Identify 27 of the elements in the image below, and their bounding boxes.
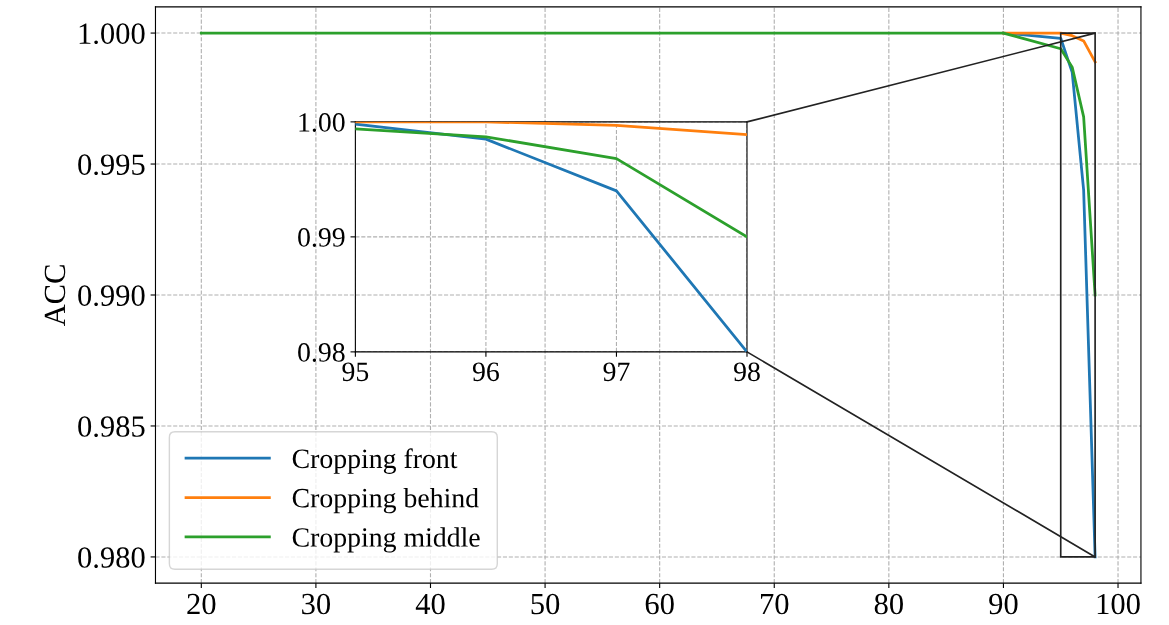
y-tick-label: 0.98 [298,343,345,362]
y-tick-label: 0.990 [78,285,145,307]
y-tick-label: 0.995 [78,154,145,176]
x-tick-label: 30 [302,593,331,615]
legend-label: Cropping behind [292,487,479,514]
x-tick-label: 90 [989,593,1018,615]
y-tick-label: 1.000 [79,23,145,45]
y-tick-label: 1.00 [299,113,345,132]
x-tick-label: 80 [874,593,903,615]
line-series [199,31,1097,297]
line-series [355,127,747,239]
x-tick-label: 20 [187,593,216,615]
y-tick-label: 0.980 [78,547,145,568]
y-tick-label: 0.985 [78,416,145,437]
x-tick-label: 70 [761,593,789,615]
x-tick-label: 100 [1097,593,1140,615]
x-tick-label: 50 [531,593,560,615]
x-tick-label: 40 [415,593,445,615]
x-tick-label: 98 [734,362,760,382]
y-axis-title: ACC [44,265,66,327]
legend-label: Cropping middle [292,527,480,553]
x-tick-label: 60 [645,593,674,615]
x-tick-label: 95 [342,362,369,382]
legend-label: Cropping front [292,448,458,474]
x-tick-label: 97 [603,362,630,382]
y-tick-label: 0.99 [298,228,345,247]
x-tick-label: 96 [472,362,499,382]
